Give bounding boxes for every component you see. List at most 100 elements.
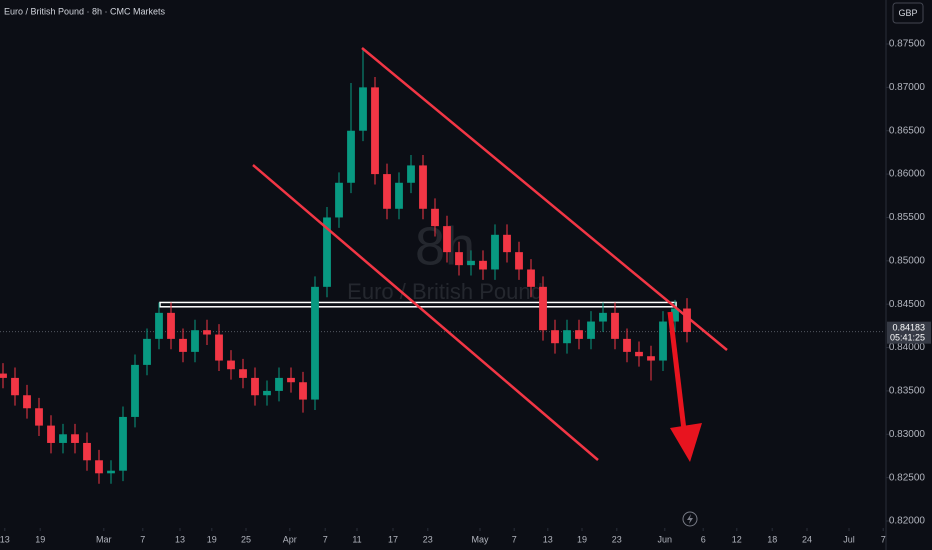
candle-body — [467, 260, 475, 266]
candle-body — [95, 460, 103, 474]
candle-body — [455, 252, 463, 266]
candle-body — [515, 252, 523, 270]
candle-body — [0, 373, 7, 378]
x-tick-label: 24 — [802, 534, 812, 544]
candle-body — [647, 356, 655, 361]
candle-body — [227, 360, 235, 370]
candle-body — [287, 377, 295, 383]
y-tick-label: 0.83000 — [889, 429, 926, 440]
candle-body — [503, 234, 511, 253]
candle-body — [263, 390, 271, 396]
replay-icon[interactable] — [682, 511, 698, 527]
x-tick-label: 17 — [388, 534, 398, 544]
x-tick-label: 6 — [701, 534, 706, 544]
candle-body — [47, 425, 55, 443]
candle-body — [539, 286, 547, 331]
y-tick-label: 0.84000 — [889, 342, 926, 353]
y-tick-label: 0.83500 — [889, 386, 926, 397]
candle-body — [563, 330, 571, 344]
candle-body — [419, 165, 427, 209]
candle-body — [323, 217, 331, 287]
candle-body — [191, 330, 199, 352]
channel-lower — [252, 164, 599, 461]
candle-body — [335, 182, 343, 218]
chart-title: Euro / British Pound · 8h · CMC Markets — [4, 6, 166, 16]
y-tick-label: 0.84500 — [889, 299, 926, 310]
candle-body — [347, 130, 355, 183]
candle-body — [83, 442, 91, 461]
x-tick-label: 19 — [577, 534, 587, 544]
x-tick-label: 12 — [732, 534, 742, 544]
x-tick-label: Mar — [96, 534, 112, 544]
candle-body — [659, 321, 667, 361]
x-tick-label: 23 — [423, 534, 433, 544]
candle-body — [311, 286, 319, 400]
candle-body — [251, 377, 259, 396]
candle-body — [299, 382, 307, 400]
x-tick-label: 11 — [352, 534, 361, 544]
candle-body — [683, 308, 691, 332]
x-tick-label: 23 — [612, 534, 622, 544]
down-arrow — [667, 311, 702, 462]
candle-body — [443, 226, 451, 253]
last-price-label: 0.84183 — [892, 323, 925, 333]
candle-body — [479, 260, 487, 270]
x-tick-label: 13 — [175, 534, 185, 544]
candle-body — [407, 165, 415, 183]
candle-body — [575, 330, 583, 339]
candle-body — [275, 377, 283, 391]
x-tick-label: 19 — [35, 534, 45, 544]
candle-body — [203, 330, 211, 335]
last-price-box — [887, 321, 931, 344]
candle-body — [215, 334, 223, 361]
x-tick-label: May — [471, 534, 489, 544]
candle-body — [131, 364, 139, 417]
candle-body — [551, 330, 559, 344]
candle-body — [119, 416, 127, 471]
x-tick-label: 7 — [512, 534, 517, 544]
x-tick-label: 7 — [140, 534, 145, 544]
y-tick-label: 0.87000 — [889, 82, 926, 93]
x-tick-label: 19 — [207, 534, 217, 544]
candle-body — [527, 269, 535, 287]
y-tick-label: 0.86000 — [889, 169, 926, 180]
channel-upper — [361, 47, 728, 351]
candle-body — [155, 312, 163, 339]
candle-body — [23, 395, 31, 409]
y-tick-label: 0.82500 — [889, 472, 926, 483]
x-tick-label: 13 — [0, 534, 10, 544]
candle-body — [359, 87, 367, 131]
candle-body — [395, 182, 403, 209]
x-tick-label: 13 — [543, 534, 553, 544]
candle-body — [383, 174, 391, 209]
x-tick-label: 7 — [881, 534, 886, 544]
replay-bolt — [687, 514, 693, 524]
candle-body — [635, 351, 643, 357]
y-tick-label: 0.82000 — [889, 516, 926, 527]
candle-body — [371, 87, 379, 175]
x-tick-label: 7 — [323, 534, 328, 544]
candle-body — [587, 321, 595, 339]
watermark-symbol: Euro / British Pound — [347, 279, 543, 304]
candle-body — [59, 434, 67, 443]
currency-button[interactable] — [892, 2, 924, 24]
x-tick-label: 18 — [767, 534, 777, 544]
candle-body — [491, 234, 499, 270]
candle-body — [71, 434, 79, 443]
x-tick-label: Jul — [843, 534, 855, 544]
candle-body — [431, 208, 439, 227]
y-tick-label: 0.87500 — [889, 39, 926, 50]
candle-body — [623, 338, 631, 352]
y-tick-label: 0.85500 — [889, 212, 926, 223]
candle-body — [239, 369, 247, 378]
candle-body — [35, 408, 43, 426]
currency-label[interactable]: GBP — [898, 8, 917, 18]
candle-body — [671, 308, 679, 322]
candle-body — [599, 312, 607, 322]
candle-body — [611, 312, 619, 339]
candle-body — [143, 338, 151, 365]
candle-body — [107, 470, 115, 474]
x-tick-label: 25 — [241, 534, 251, 544]
countdown-label: 05:41:25 — [890, 333, 925, 343]
